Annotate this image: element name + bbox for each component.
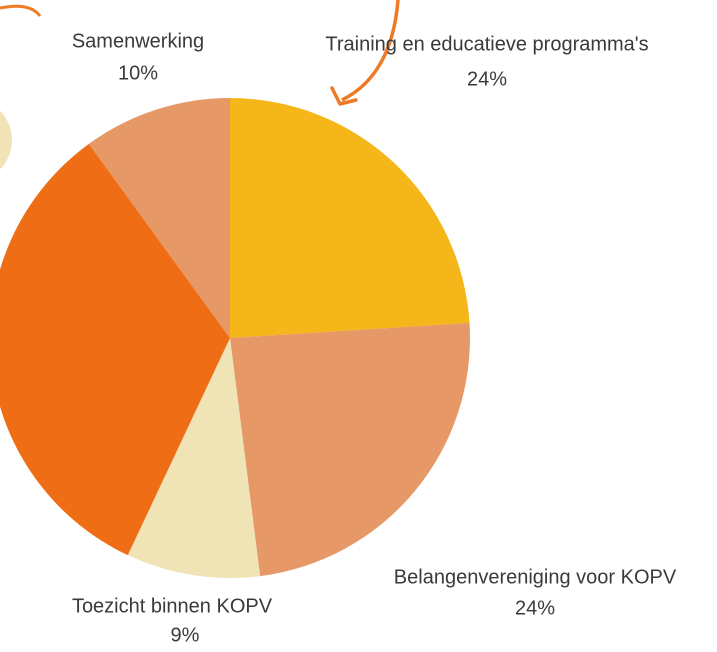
arrow [341,0,400,102]
slice-label: Training en educatieve programma's [325,33,648,55]
slice-label: Belangenvereniging voor KOPV [394,566,677,588]
slice-value-label: 24% [467,68,507,90]
pie-slice [0,143,230,556]
slice-label: Samenwerking [72,30,204,52]
pie-slice [230,98,470,338]
labels: Training en educatieve programma's 24% Bel… [72,30,677,646]
pie-slice [230,322,470,577]
pie-slice [88,98,230,338]
slice-value-label: 9% [171,624,200,646]
slice-value-label: 10% [118,62,158,84]
decor-circle [0,102,18,178]
slice-value-label: 24% [515,597,555,619]
decor-curve [0,4,42,17]
slice-label: Toezicht binnen KOPV [72,595,273,617]
pie-slice [127,338,261,579]
pie [0,93,475,583]
arrow-head [330,86,358,106]
